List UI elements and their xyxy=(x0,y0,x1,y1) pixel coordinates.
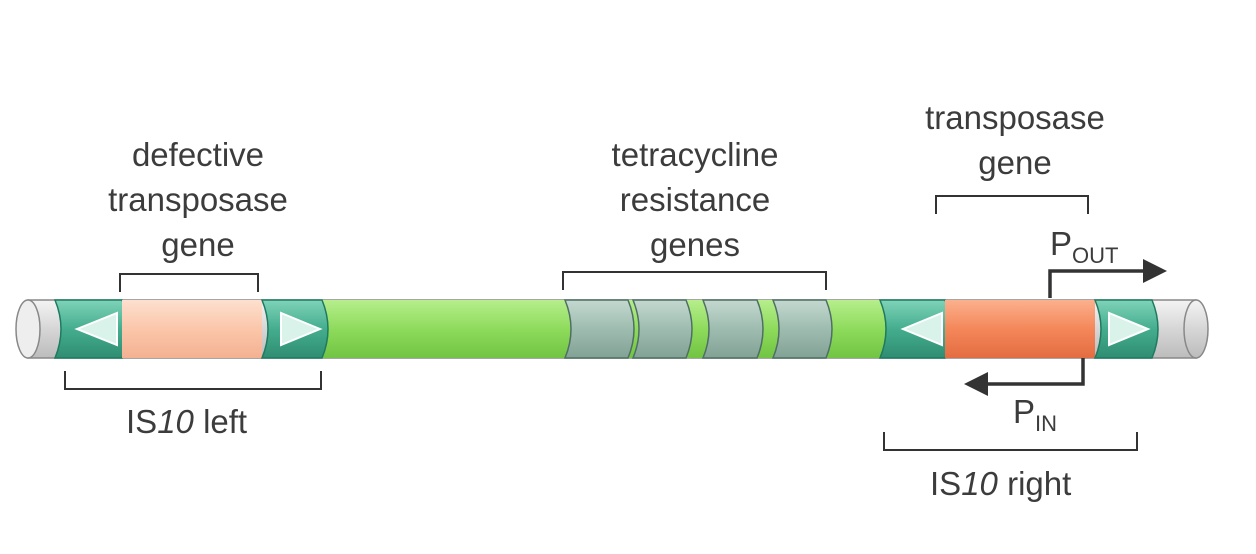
promoter-out-arrow-icon xyxy=(1048,259,1167,298)
p-out-label: POUT xyxy=(1050,225,1119,268)
inverted-repeat-arrow-right-icon xyxy=(1108,311,1151,347)
tetracycline-resistance-genes-block xyxy=(563,299,833,359)
is10-left-element xyxy=(53,299,329,359)
promoter-in-arrow-icon xyxy=(964,358,1085,396)
is10-right-label: IS10 right xyxy=(930,465,1072,502)
defective-gene-bracket xyxy=(119,273,259,292)
inverted-repeat-arrow-right-icon xyxy=(280,311,323,347)
inverted-repeat-arrow-left-icon xyxy=(74,311,118,347)
tetracycline-resistance-genes-label: tetracycline resistance genes xyxy=(611,136,779,263)
p-in-label: PIN xyxy=(1013,393,1058,436)
is10-left-bracket xyxy=(64,371,322,390)
is10-right-element xyxy=(878,299,1159,359)
transposase-gene-bracket xyxy=(935,195,1089,214)
is10-right-bracket xyxy=(883,432,1138,451)
inverted-repeat-arrow-left-icon xyxy=(900,311,943,347)
tet-genes-bracket xyxy=(562,271,827,290)
is10-left-label: IS10 left xyxy=(126,403,248,440)
defective-transposase-gene-label: defective transposase gene xyxy=(108,136,288,263)
transposase-gene-label: transposase gene xyxy=(925,99,1105,181)
